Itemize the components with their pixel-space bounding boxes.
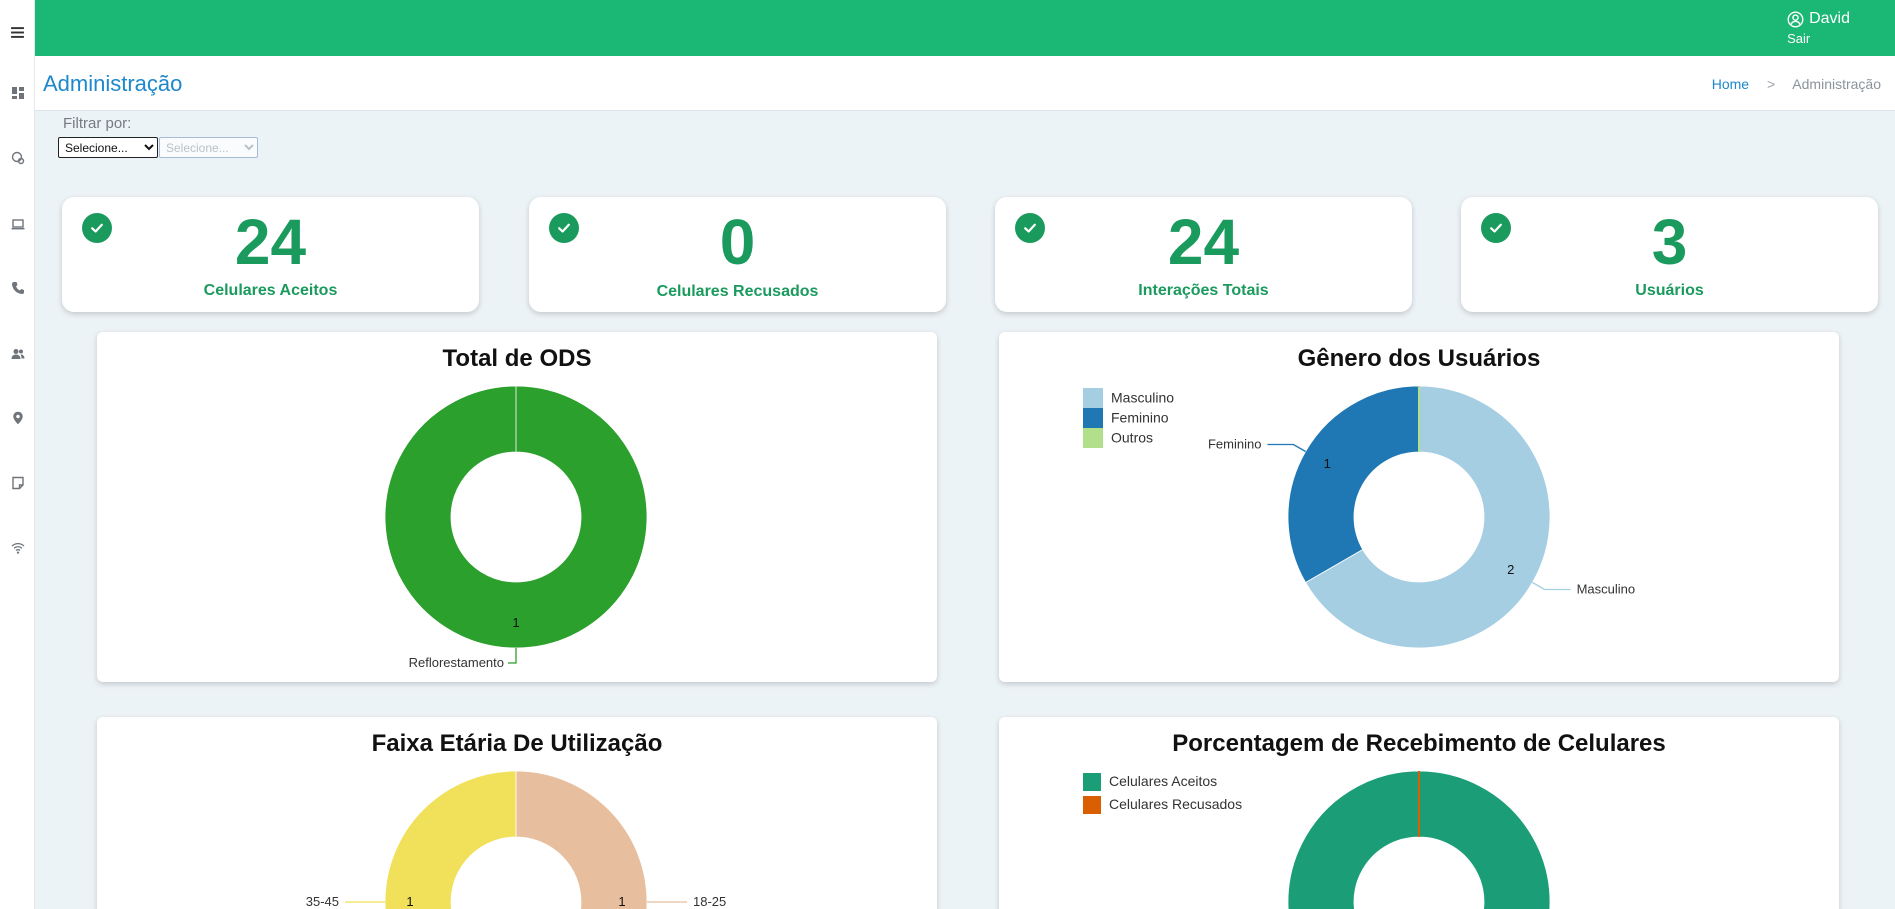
note-icon[interactable] [0, 468, 35, 498]
slice-18-25[interactable] [515, 770, 648, 909]
slice-value-label: 1 [512, 615, 519, 630]
ods-donut-chart: 1 Reflorestamento [384, 385, 648, 670]
legend-label: Celulares Recusados [1109, 796, 1242, 812]
user-circle-icon [1787, 11, 1804, 27]
slice-feminino[interactable] [1287, 385, 1420, 584]
legend-item-outros[interactable]: Outros [1083, 428, 1153, 448]
stat-value: 24 [234, 206, 307, 278]
slice-value-label: 1 [618, 894, 625, 909]
stat-value: 24 [1167, 206, 1240, 278]
age-donut-chart: 1 18-25 1 35-45 [306, 770, 726, 909]
legend-swatch [1083, 428, 1103, 448]
legend-swatch [1083, 796, 1101, 814]
laptop-icon[interactable] [0, 209, 35, 239]
stat-card-rejected: 0 Celulares Recusados [529, 197, 946, 312]
stat-value: 3 [1651, 206, 1688, 278]
stat-card-accepted: 24 Celulares Aceitos [62, 197, 479, 312]
legend-item-feminino[interactable]: Feminino [1083, 408, 1169, 428]
chart-card-gender: Gênero dos Usuários Masculino Feminino Out… [999, 332, 1839, 682]
wifi-icon[interactable] [0, 533, 35, 563]
stat-value: 0 [719, 206, 756, 278]
logout-link[interactable]: Sair [1787, 31, 1811, 46]
filter-select-primary[interactable]: Selecione... [58, 137, 158, 158]
stat-label: Interações Totais [1138, 282, 1269, 299]
slice-reflorestamento[interactable] [384, 385, 648, 649]
check-circle-icon [82, 213, 112, 243]
page-title: Administração [43, 71, 183, 96]
legend-label: Masculino [1111, 389, 1174, 405]
chart-card-ods: Total de ODS 1 Reflorestamento [97, 332, 937, 682]
stat-label: Celulares Recusados [656, 283, 819, 300]
slice-value-label: 1 [406, 894, 413, 909]
stat-card-interactions: 24 Interações Totais [995, 197, 1412, 312]
menu-icon[interactable] [0, 17, 35, 47]
legend-item-masculino[interactable]: Masculino [1083, 388, 1174, 408]
dashboard-icon[interactable] [0, 78, 35, 108]
breadcrumb-separator: > [1766, 76, 1776, 92]
slice-celulares-aceitos[interactable] [1287, 770, 1551, 909]
top-navbar: David Sair [35, 0, 1895, 56]
breadcrumb-home-link[interactable]: Home [1711, 76, 1750, 92]
page-header: Administração Home > Administração [35, 56, 1895, 111]
stat-card-users: 3 Usuários [1461, 197, 1878, 312]
stat-label: Celulares Aceitos [203, 282, 338, 299]
legend-label: Celulares Aceitos [1109, 773, 1217, 789]
check-circle-icon [549, 213, 579, 243]
callout-label: Masculino [1577, 582, 1636, 597]
stat-label: Usuários [1635, 282, 1704, 299]
legend-label: Feminino [1111, 409, 1169, 425]
legend-item-celulares-recusados[interactable]: Celulares Recusados [1083, 796, 1242, 814]
check-circle-icon [1481, 213, 1511, 243]
user-name: David [1809, 10, 1850, 27]
globe-icon[interactable] [0, 143, 35, 173]
callout-label: Reflorestamento [409, 655, 504, 670]
legend-swatch [1083, 773, 1101, 791]
callout-line [1532, 581, 1571, 591]
check-circle-icon [1015, 213, 1045, 243]
slice-35-45[interactable] [384, 770, 517, 909]
filter-select-secondary[interactable]: Selecione... [159, 137, 258, 158]
user-menu[interactable]: David Sair [1787, 10, 1850, 46]
chart-title: Faixa Etária De Utilização [371, 730, 663, 757]
chart-title: Porcentagem de Recebimento de Celulares [1172, 730, 1666, 757]
breadcrumb-current: Administração [1792, 76, 1881, 92]
slice-value-label: 2 [1507, 562, 1514, 577]
callout-line [1267, 443, 1306, 453]
chart-card-age: Faixa Etária De Utilização 1 18-25 1 35-45 [97, 717, 937, 909]
phone-icon[interactable] [0, 273, 35, 303]
callout-label: Feminino [1208, 437, 1261, 452]
users-icon[interactable] [0, 339, 35, 369]
legend-swatch [1083, 408, 1103, 428]
chart-title: Gênero dos Usuários [1297, 345, 1541, 372]
filter-label: Filtrar por: [63, 115, 132, 132]
callout-line [508, 648, 517, 664]
legend-swatch [1083, 388, 1103, 408]
callout-label: 18-25 [693, 894, 726, 909]
chart-card-reception: Porcentagem de Recebimento de Celulares … [999, 717, 1839, 909]
legend-item-celulares-aceitos[interactable]: Celulares Aceitos [1083, 773, 1217, 791]
sidebar [0, 0, 35, 909]
slice-masculino[interactable] [1305, 385, 1551, 649]
legend-label: Outros [1111, 429, 1153, 445]
breadcrumb: Home > Administração [1712, 76, 1881, 92]
gender-donut-chart: Masculino Feminino Outros 2 Masculino 1 Femini… [1083, 385, 1636, 649]
slice-value-label: 1 [1324, 456, 1331, 471]
chart-title: Total de ODS [442, 345, 592, 372]
location-icon[interactable] [0, 403, 35, 433]
callout-label: 35-45 [306, 894, 339, 909]
